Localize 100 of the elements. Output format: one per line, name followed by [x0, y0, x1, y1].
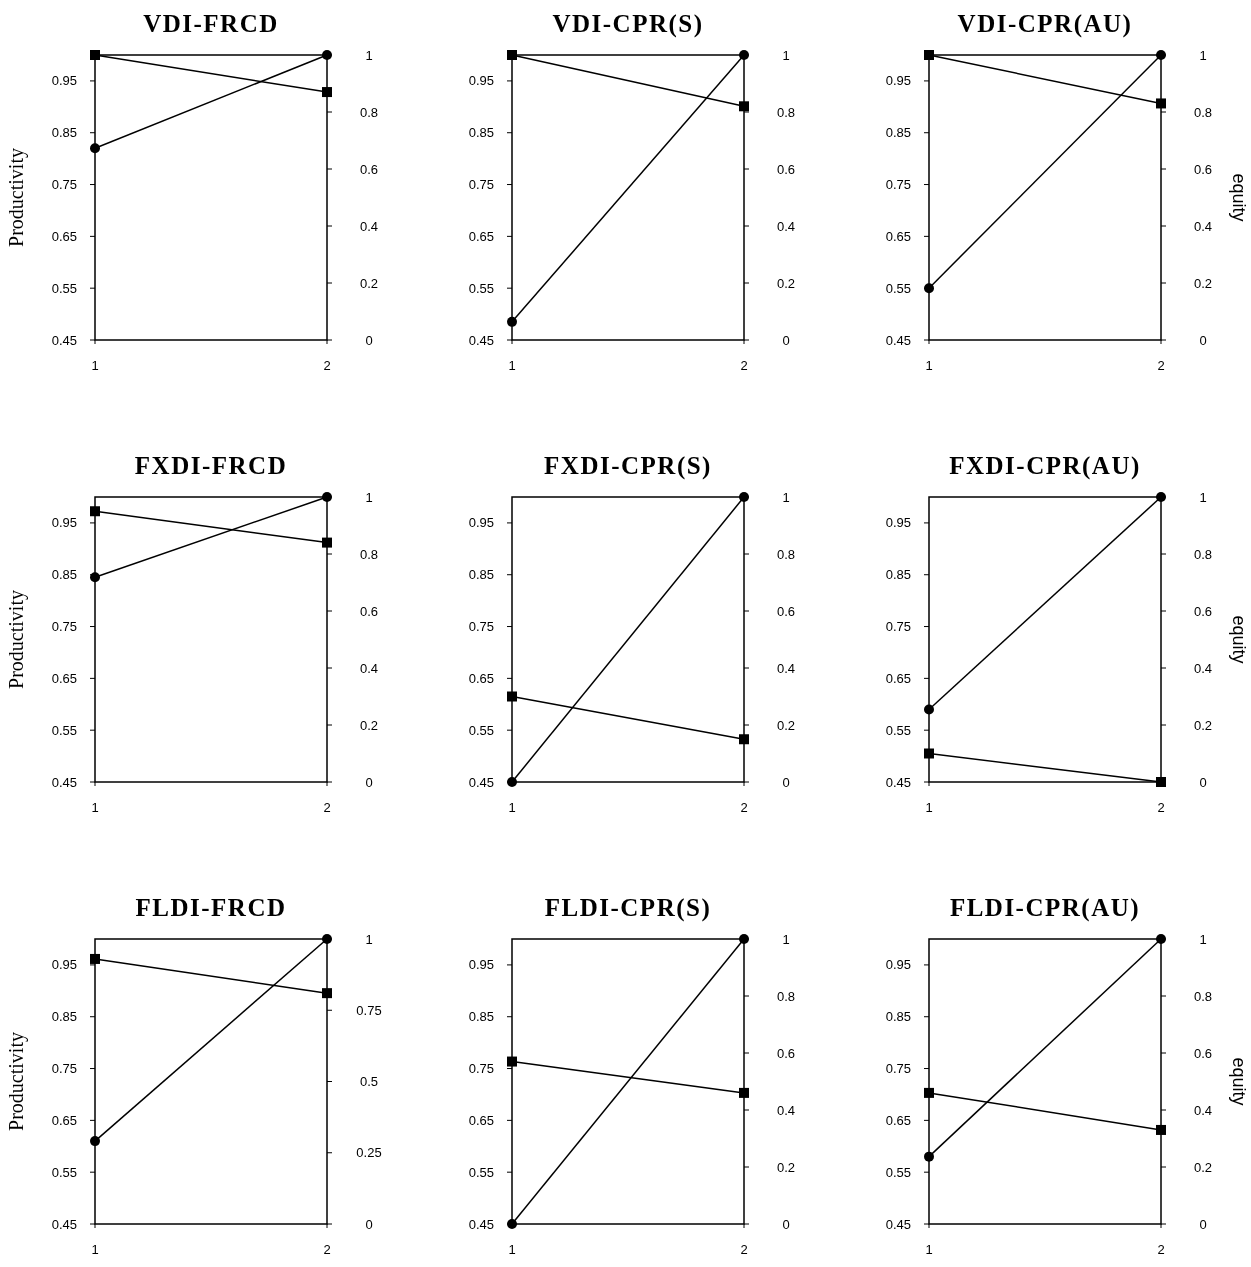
x-tick-label: 1: [508, 1242, 516, 1257]
y-tick-label: 0.95: [885, 515, 911, 531]
y-tick-label: 0.65: [468, 228, 494, 244]
y2-tick-label: 0.4: [1193, 1102, 1213, 1118]
y-tick-label: 0.45: [468, 774, 494, 790]
x-tick-label: 1: [91, 800, 99, 815]
y-tick-label: 0.75: [51, 1061, 77, 1077]
y-tick-label: 0.45: [885, 774, 911, 790]
y-tick-label: 0.55: [885, 722, 911, 738]
y-tick-label: 0.45: [468, 1216, 494, 1232]
y2-tick-label: 0.4: [776, 1102, 796, 1118]
y-tick-label: 0.65: [885, 1112, 911, 1128]
y2-tick-label: 0.2: [776, 1159, 796, 1175]
x-tick-label: 1: [925, 1242, 933, 1257]
y2-tick-label: 1: [365, 47, 373, 63]
y-tick-label: 0.85: [468, 567, 494, 583]
chart-title: FLDI-CPR(AU): [949, 894, 1141, 922]
y-tick-label: 0.85: [51, 567, 77, 583]
y-tick-label: 0.55: [51, 722, 77, 738]
y-tick-label: 0.95: [885, 73, 911, 89]
y2-tick-label: 1: [365, 931, 373, 947]
y2-tick-label: 0.2: [1193, 275, 1213, 291]
y2-tick-label: 0.6: [776, 603, 796, 619]
y2-tick-label: 0.4: [1193, 218, 1213, 234]
y-tick-label: 0.75: [51, 619, 77, 635]
y-tick-label: 0.45: [885, 332, 911, 348]
y2-tick-label: 1: [782, 489, 790, 505]
x-tick-label: 2: [1157, 358, 1165, 373]
y-tick-label: 0.65: [51, 228, 77, 244]
y-tick-label: 0.85: [885, 567, 911, 583]
chart-title: FXDI-CPR(AU): [949, 452, 1141, 480]
y-tick-label: 0.85: [468, 1009, 494, 1025]
y-tick-label: 0.95: [885, 957, 911, 973]
y2-tick-label: 0.4: [359, 218, 379, 234]
y2-tick-label: 0.6: [359, 603, 379, 619]
y2-tick-label: 0.6: [1193, 161, 1213, 177]
y-tick-label: 0.55: [885, 1164, 911, 1180]
y2-tick-label: 1: [782, 931, 790, 947]
y-tick-label: 0.55: [51, 280, 77, 296]
y2-tick-label: 0.6: [776, 1045, 796, 1061]
x-tick-label: 2: [740, 800, 748, 815]
y-tick-label: 0.65: [51, 670, 77, 686]
y-tick-label: 0.95: [468, 515, 494, 531]
y2-tick-label: 0: [1199, 1216, 1207, 1232]
x-tick-label: 2: [1157, 1242, 1165, 1257]
y-tick-label: 0.95: [51, 957, 77, 973]
x-tick-label: 1: [508, 358, 516, 373]
chart-title: FLDI-CPR(S): [544, 894, 712, 922]
y2-tick-label: 0: [782, 774, 790, 790]
y-tick-label: 0.65: [51, 1112, 77, 1128]
y-tick-label: 0.55: [885, 280, 911, 296]
x-tick-label: 2: [323, 358, 331, 373]
y-tick-label: 0.85: [51, 1009, 77, 1025]
y-tick-label: 0.85: [468, 125, 494, 141]
y-tick-label: 0.75: [468, 177, 494, 193]
y-tick-label: 0.75: [51, 177, 77, 193]
y-tick-label: 0.85: [885, 125, 911, 141]
y-tick-label: 0.45: [51, 774, 77, 790]
y2-tick-label: 0.2: [776, 717, 796, 733]
y-tick-label: 0.95: [468, 957, 494, 973]
y-tick-label: 0.85: [51, 125, 77, 141]
y2-tick-label: 0.8: [776, 988, 796, 1004]
y2-tick-label: 0.2: [1193, 1159, 1213, 1175]
y2-tick-label: 0.8: [1193, 546, 1213, 562]
y2-tick-label: 0.25: [356, 1145, 382, 1161]
y-tick-label: 0.95: [51, 515, 77, 531]
chart-title: FLDI-FRCD: [135, 894, 287, 921]
y-tick-label: 0.65: [885, 228, 911, 244]
chart-title: VDI-CPR(S): [552, 10, 704, 38]
y-tick-label: 0.75: [885, 619, 911, 635]
y-tick-label: 0.65: [885, 670, 911, 686]
y-tick-label: 0.45: [885, 1216, 911, 1232]
y2-tick-label: 0.2: [359, 717, 379, 733]
y2-tick-label: 0.4: [359, 660, 379, 676]
y2-tick-label: 0.6: [359, 161, 379, 177]
y2-tick-label: 0.6: [1193, 603, 1213, 619]
y2-tick-label: 0.2: [1193, 717, 1213, 733]
y-tick-label: 0.75: [468, 1061, 494, 1077]
y2-tick-label: 1: [1199, 489, 1207, 505]
y2-tick-label: 0: [365, 1216, 373, 1232]
y2-tick-label: 0.5: [359, 1074, 379, 1090]
y-tick-label: 0.65: [468, 670, 494, 686]
y-tick-label: 0.55: [51, 1164, 77, 1180]
y2-tick-label: 0.6: [776, 161, 796, 177]
y2-tick-label: 1: [782, 47, 790, 63]
y2-tick-label: 1: [1199, 931, 1207, 947]
y2-tick-label: 0: [1199, 774, 1207, 790]
chart-title: VDI-FRCD: [143, 10, 279, 37]
y2-axis-title: equity: [1229, 1057, 1249, 1106]
x-tick-label: 2: [1157, 800, 1165, 815]
y2-tick-label: 0.4: [776, 218, 796, 234]
y2-tick-label: 0: [1199, 332, 1207, 348]
y2-tick-label: 0: [782, 1216, 790, 1232]
y2-tick-label: 0.8: [1193, 104, 1213, 120]
y2-tick-label: 0: [365, 774, 373, 790]
y2-tick-label: 0.4: [776, 660, 796, 676]
x-tick-label: 1: [925, 358, 933, 373]
y-tick-label: 0.45: [468, 332, 494, 348]
y2-axis-title: equity: [1229, 173, 1249, 222]
chart-title: FXDI-FRCD: [134, 452, 288, 479]
